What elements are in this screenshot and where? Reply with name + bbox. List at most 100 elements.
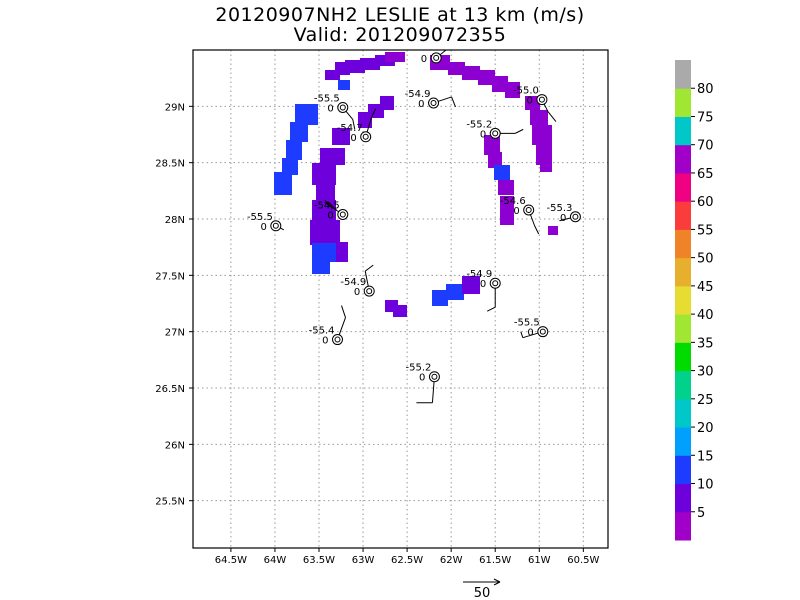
station-label: 0 xyxy=(527,96,533,107)
wind-cell xyxy=(312,258,330,274)
wind-cells xyxy=(274,52,558,317)
station-markers: 00-55.5 0-54.90-55.00-54.70-55.20-54.50-5… xyxy=(247,49,581,404)
station: 0-54.9 xyxy=(405,89,457,110)
wind-cell xyxy=(530,110,548,125)
colorbar-swatch xyxy=(675,342,691,372)
wind-barb xyxy=(486,306,496,312)
wind-cell xyxy=(336,242,348,262)
colorbar-label: 50 xyxy=(697,252,714,267)
colorbar-swatch xyxy=(675,370,691,400)
station-value: -55.5 xyxy=(514,318,540,329)
station: 0-55.2 xyxy=(466,119,524,140)
wind-cell xyxy=(385,52,405,62)
station-inner-circle-icon xyxy=(433,54,440,61)
colorbar-swatch xyxy=(675,60,691,89)
wind-cell xyxy=(446,284,464,300)
chart-title: 20120907NH2 LESLIE at 13 km (m/s) xyxy=(215,4,584,26)
y-tick-label: 29N xyxy=(165,102,185,113)
station-label: 0 xyxy=(327,210,333,221)
y-axis: 29N 28.5N 28N 27.5N 27N 26.5N 26N 25.5N xyxy=(155,102,193,508)
colorbar-label: 65 xyxy=(697,167,714,182)
station: 0-55.4 xyxy=(309,305,346,347)
station-inner-circle-icon xyxy=(572,213,579,220)
wind-cell xyxy=(494,165,510,180)
station-value: -55.2 xyxy=(406,363,432,374)
station-inner-circle-icon xyxy=(538,96,545,103)
station-inner-circle-icon xyxy=(431,373,438,380)
station-label: 0 xyxy=(418,99,424,110)
y-tick-label: 28N xyxy=(165,215,185,226)
station-value: -55.2 xyxy=(466,119,492,130)
station: 0-55.0 xyxy=(513,86,557,122)
station: 0-54.5 xyxy=(314,200,349,221)
x-tick-label: 62.5W xyxy=(391,555,423,566)
wind-cell xyxy=(282,158,298,175)
colorbar-label: 80 xyxy=(697,82,714,97)
station-circle-icon xyxy=(332,334,344,346)
colorbar-swatch xyxy=(675,314,691,343)
station-value: -55.5 xyxy=(247,212,273,223)
station-inner-circle-icon xyxy=(492,130,499,137)
wind-barb xyxy=(547,111,557,122)
station: 0-54.7 xyxy=(337,108,377,144)
station-label: 0 xyxy=(513,206,519,217)
wind-cell xyxy=(484,135,500,155)
colorbar-label: 10 xyxy=(697,478,714,493)
station: 0-55.3 xyxy=(547,203,581,224)
wind-cell xyxy=(325,70,340,80)
y-tick-label: 26.5N xyxy=(155,384,185,395)
station: 0-55.2 xyxy=(406,363,440,404)
colorbar-label: 45 xyxy=(697,280,714,295)
wind-cell xyxy=(320,148,345,165)
station-label: 0 xyxy=(260,222,266,233)
chart-subtitle: Valid: 201209072355 xyxy=(294,24,507,46)
station-value: -54.6 xyxy=(500,196,526,207)
colorbar: 5 10 15 20 25 30 35 40 45 50 55 60 65 70 75 80 xyxy=(675,60,714,541)
wind-cell xyxy=(505,82,520,98)
colorbar-swatch xyxy=(675,88,691,117)
station-label: 0 xyxy=(350,133,356,144)
station-circle-icon xyxy=(489,277,501,289)
colorbar-label: 60 xyxy=(697,195,714,210)
colorbar-swatch xyxy=(675,116,691,146)
wind-cell xyxy=(310,220,340,245)
x-tick-label: 61W xyxy=(528,555,551,566)
reference-vector-label: 50 xyxy=(474,586,491,600)
station-value: -55.3 xyxy=(547,203,573,214)
y-tick-label: 27N xyxy=(165,328,185,339)
wind-cell xyxy=(274,172,292,195)
wind-cell xyxy=(540,160,552,172)
station-label: 0 xyxy=(480,279,486,290)
station: 0-55.5 xyxy=(314,93,356,130)
colorbar-label: 15 xyxy=(697,449,714,464)
wind-cell xyxy=(498,180,514,195)
colorbar-swatch xyxy=(675,511,691,541)
station-circle-icon xyxy=(337,208,349,220)
station-circle-icon xyxy=(536,94,548,106)
station: 0 xyxy=(421,49,447,65)
colorbar-swatch xyxy=(675,257,691,287)
x-tick-label: 63.5W xyxy=(303,555,335,566)
wind-cell xyxy=(312,163,336,185)
station-inner-circle-icon xyxy=(339,211,346,218)
colorbar-swatch xyxy=(675,144,691,174)
wind-cell xyxy=(286,140,302,160)
wind-barb xyxy=(364,264,374,272)
station: 0-55.5 xyxy=(514,318,549,339)
station-value: -55.5 xyxy=(314,93,340,104)
wind-cell xyxy=(316,180,335,205)
wind-cell xyxy=(448,62,465,75)
wind-cell xyxy=(295,104,318,125)
station: 0-55.5 xyxy=(247,212,285,233)
wind-cell xyxy=(525,96,540,110)
wind-barb xyxy=(451,96,457,108)
plot-frame xyxy=(192,49,609,549)
wind-cell xyxy=(332,128,350,145)
colorbar-label: 40 xyxy=(697,308,714,323)
colorbar-label: 70 xyxy=(697,139,714,154)
wind-barb xyxy=(371,108,377,117)
station-label: 0 xyxy=(327,103,333,114)
y-tick-label: 26N xyxy=(165,440,185,451)
colorbar-swatch xyxy=(675,172,691,202)
station-circle-icon xyxy=(489,127,501,139)
